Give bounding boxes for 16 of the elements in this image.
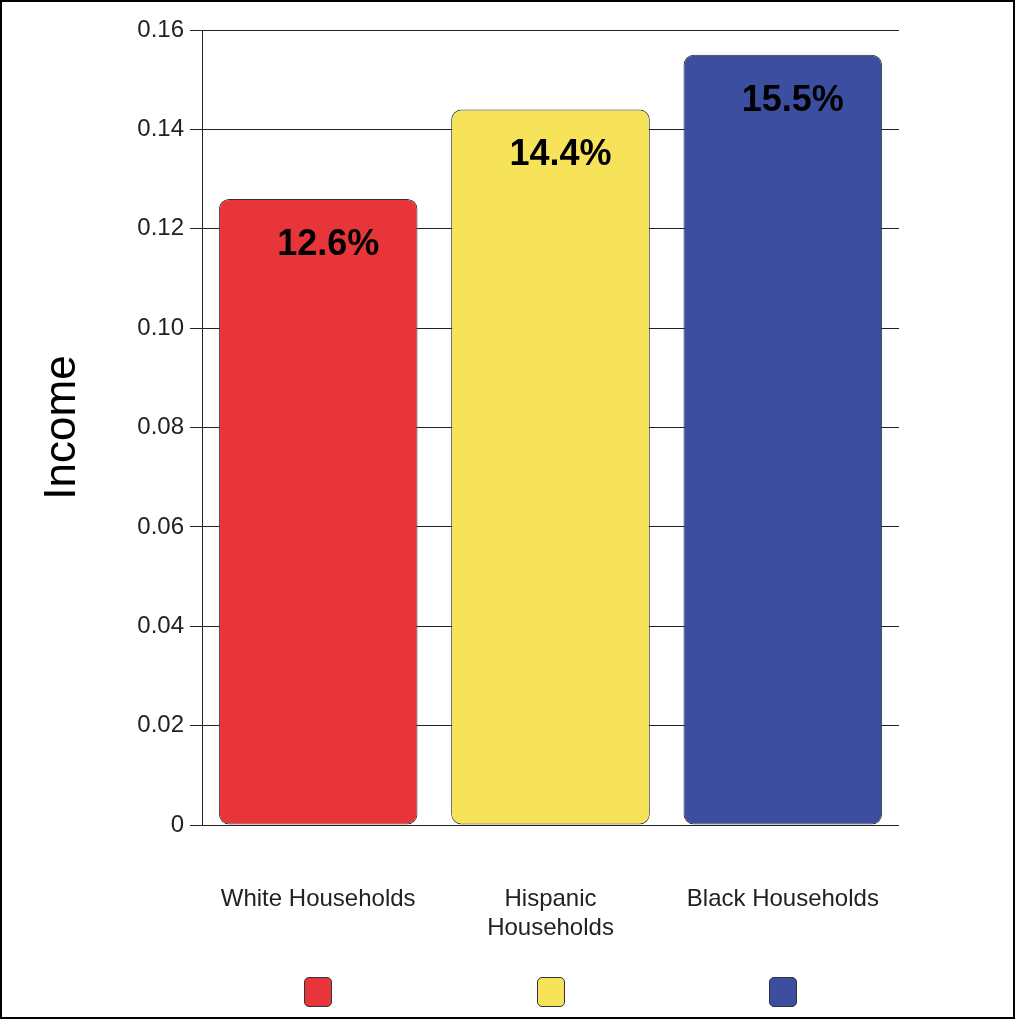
y-tick-label: 0.04 xyxy=(137,610,184,638)
x-tick-label: Black Households xyxy=(686,884,879,912)
data-label: 15.5% xyxy=(741,77,844,119)
y-tick-label: 0.02 xyxy=(137,710,184,738)
x-tick-label: Hispanic Households xyxy=(487,884,614,940)
y-tick-label: 0.14 xyxy=(137,114,184,141)
y-axis-title: Income xyxy=(34,355,84,500)
y-tick-label: 0.16 xyxy=(137,14,184,42)
data-label: 12.6% xyxy=(277,221,380,263)
y-tick-label: 0.08 xyxy=(137,412,184,440)
y-tick-label: 0.06 xyxy=(137,511,184,539)
x-tick-label: White Households xyxy=(220,884,416,912)
y-tick-label: 0.10 xyxy=(137,312,184,340)
y-tick-label: 0 xyxy=(170,809,184,837)
y-tick-label: 0.12 xyxy=(137,213,184,241)
data-label: 14.4% xyxy=(509,132,612,174)
